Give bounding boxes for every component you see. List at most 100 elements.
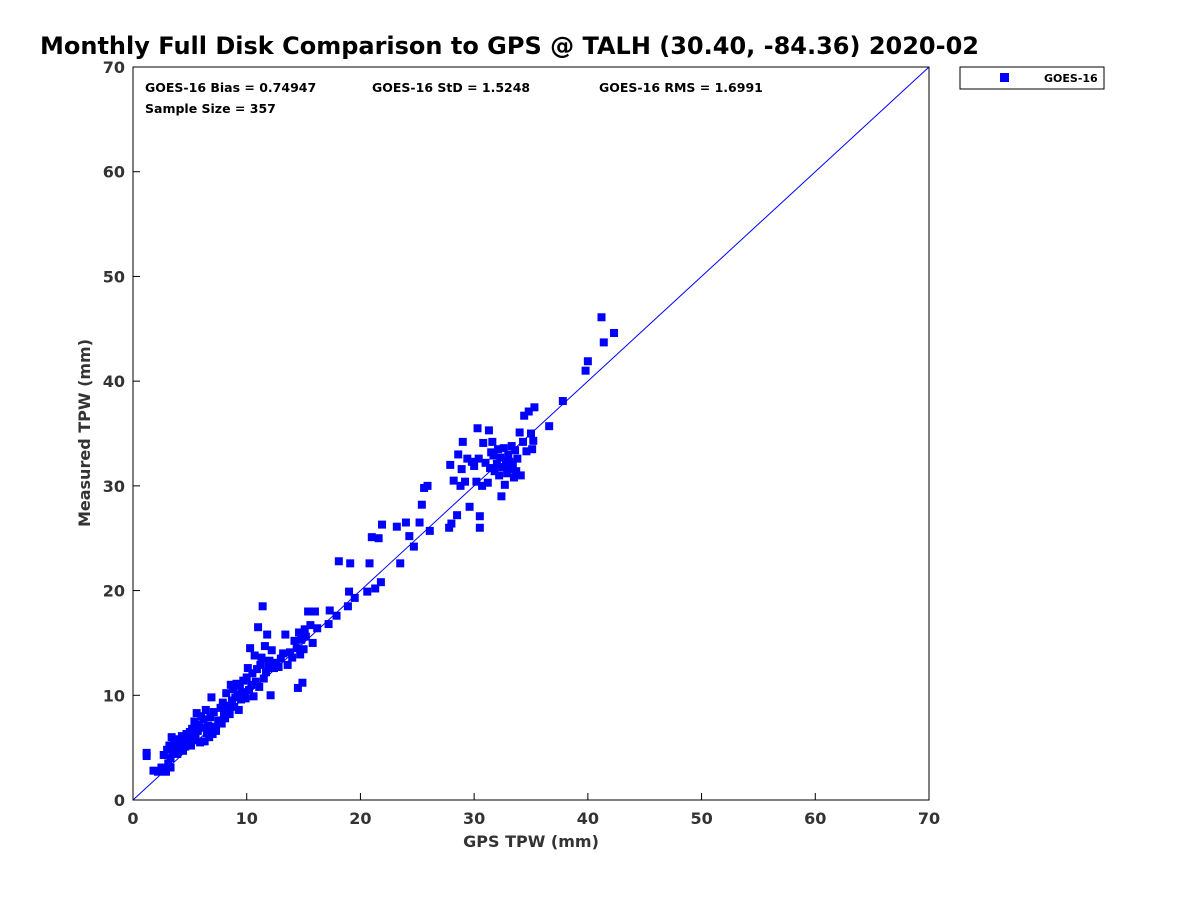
rms-stat: GOES-16 RMS = 1.6991	[599, 80, 763, 95]
data-point	[218, 698, 227, 707]
data-point	[301, 632, 310, 641]
data-point	[249, 692, 258, 701]
y-tick-label: 30	[103, 477, 125, 496]
data-point	[298, 678, 307, 687]
data-point	[529, 436, 538, 445]
data-point	[161, 767, 170, 776]
data-point	[527, 429, 535, 438]
data-point	[241, 694, 250, 703]
data-point	[267, 646, 276, 655]
data-point	[453, 511, 462, 520]
data-point	[484, 426, 493, 435]
data-point	[378, 520, 387, 529]
data-point	[265, 656, 274, 665]
data-point	[196, 738, 205, 747]
data-point	[304, 607, 313, 616]
data-point	[472, 477, 481, 486]
data-point	[409, 542, 418, 551]
data-point	[313, 624, 322, 633]
x-tick-label: 20	[349, 809, 371, 828]
data-point	[324, 620, 333, 629]
data-point	[306, 621, 315, 630]
data-point	[184, 734, 193, 743]
data-point	[488, 437, 497, 446]
data-point	[516, 471, 525, 480]
data-point	[483, 478, 492, 487]
data-point	[293, 683, 302, 692]
data-point	[597, 313, 606, 322]
data-point	[216, 703, 225, 712]
data-point	[470, 461, 479, 470]
data-point	[272, 658, 281, 667]
data-point	[206, 713, 215, 722]
data-point	[168, 747, 177, 756]
data-point	[522, 447, 531, 456]
data-point	[513, 454, 522, 463]
data-point	[499, 444, 508, 453]
data-point	[230, 702, 239, 711]
data-point	[169, 738, 178, 747]
data-point	[365, 559, 374, 568]
data-point	[530, 403, 539, 412]
data-point	[163, 745, 172, 754]
data-point	[192, 709, 201, 718]
data-point	[283, 660, 292, 669]
data-point	[257, 653, 266, 662]
x-tick-label: 0	[127, 809, 138, 828]
data-point	[223, 705, 232, 714]
data-point	[300, 625, 309, 634]
data-point	[299, 645, 308, 654]
data-point	[454, 450, 463, 459]
y-tick-label: 40	[103, 372, 125, 391]
data-point	[456, 481, 465, 490]
data-point	[193, 726, 202, 735]
legend-box	[959, 66, 1105, 90]
data-point	[479, 438, 488, 447]
data-point	[503, 469, 512, 478]
data-point	[475, 523, 484, 532]
data-point	[583, 357, 592, 366]
data-point	[332, 611, 341, 620]
data-point	[202, 728, 211, 737]
data-point	[221, 714, 230, 723]
data-point	[545, 422, 554, 431]
data-point	[235, 681, 244, 690]
data-point	[423, 481, 432, 490]
data-point	[494, 445, 503, 454]
data-point	[363, 587, 372, 596]
data-point	[167, 733, 176, 742]
data-point	[190, 717, 199, 726]
x-axis-label: GPS TPW (mm)	[463, 832, 599, 851]
data-point	[166, 754, 175, 763]
data-point	[251, 677, 260, 686]
data-point	[292, 644, 301, 653]
data-point	[392, 522, 401, 531]
data-point	[481, 458, 490, 467]
data-point	[177, 732, 186, 741]
data-point	[497, 492, 506, 501]
data-point	[288, 653, 297, 662]
data-point	[308, 638, 317, 647]
data-point	[415, 518, 424, 527]
data-point	[495, 471, 504, 480]
data-point	[376, 578, 385, 587]
data-point	[490, 467, 499, 476]
data-point	[478, 481, 487, 490]
data-point	[212, 726, 221, 735]
data-point	[445, 523, 454, 532]
data-point	[258, 602, 267, 611]
data-point	[254, 623, 263, 632]
data-point	[473, 424, 482, 433]
data-point	[367, 533, 376, 542]
data-point	[233, 690, 242, 699]
data-point	[512, 467, 521, 476]
data-point	[225, 710, 234, 719]
data-point	[229, 685, 238, 694]
data-point	[492, 459, 501, 468]
data-point	[457, 465, 466, 474]
std-stat: GOES-16 StD = 1.5248	[372, 80, 530, 95]
data-point	[186, 741, 195, 750]
sample-size-stat: Sample Size = 357	[145, 101, 276, 116]
data-point	[243, 664, 252, 673]
